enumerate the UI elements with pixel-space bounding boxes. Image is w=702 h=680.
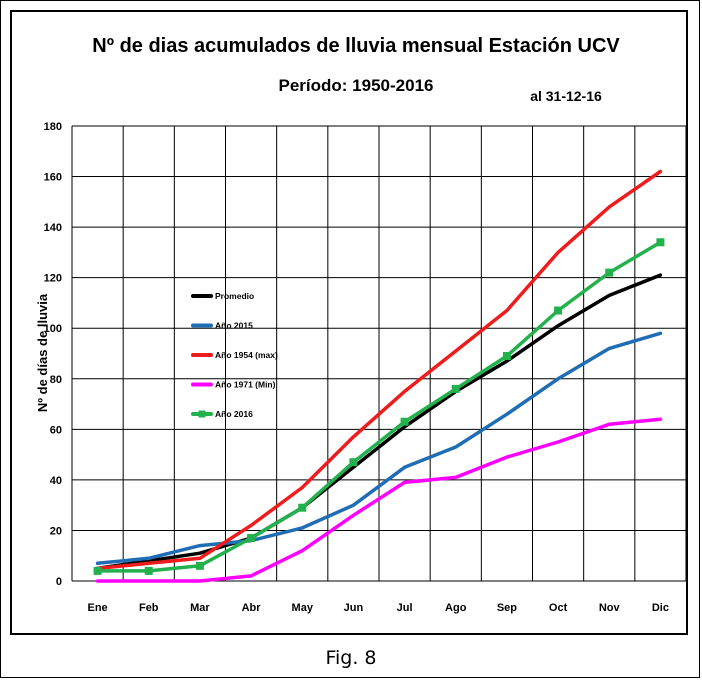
series-point — [195, 561, 204, 570]
y-tick-label: 0 — [56, 576, 62, 588]
chart-frame — [10, 10, 688, 635]
legend-label: Promedio — [215, 291, 254, 301]
y-axis-label: Nº de días de lluvia — [35, 293, 50, 412]
y-tick-label: 120 — [44, 273, 62, 285]
legend-label: Año 1971 (Min) — [215, 380, 276, 390]
x-tick-label: Ago — [445, 602, 467, 614]
series-point — [400, 417, 409, 426]
x-tick-label: Sep — [497, 602, 517, 614]
x-tick-label: Oct — [549, 602, 568, 614]
series-point — [605, 268, 614, 277]
x-tick-label: May — [292, 602, 314, 614]
series-line — [95, 273, 663, 571]
x-tick-label: Jun — [344, 602, 364, 614]
y-tick-label: 20 — [50, 525, 62, 537]
x-tick-label: Feb — [139, 602, 159, 614]
line-chart: Nº de dias acumulados de lluvia mensual … — [35, 35, 687, 614]
legend-marker — [198, 410, 206, 418]
chart-title: Nº de dias acumulados de lluvia mensual … — [92, 35, 620, 57]
x-tick-label: Nov — [599, 602, 621, 614]
gridlines — [71, 125, 687, 582]
legend-label: Año 2016 — [215, 409, 253, 419]
x-tick-label: Jul — [397, 602, 413, 614]
y-tick-label: 160 — [44, 172, 62, 184]
chart-subtitle: Período: 1950-2016 — [279, 76, 434, 95]
axes: 0 20 40 60 80 100 120 140 160 180 Ene Feb Mar Abr May J… — [44, 121, 669, 614]
series-point — [298, 503, 307, 512]
series-point — [247, 534, 256, 543]
y-tick-label: 180 — [44, 121, 62, 133]
series-point — [554, 306, 563, 315]
series-point — [93, 566, 102, 575]
legend: Promedio Año 2015 Año 1954 (max) Año 1971 (… — [191, 291, 278, 419]
legend-label: Año 1954 (max) — [215, 350, 278, 360]
series-point — [144, 566, 153, 575]
legend-label: Año 2015 — [215, 321, 253, 331]
figure-caption: Fig. 8 — [325, 647, 377, 669]
series-line — [95, 331, 663, 566]
y-tick-label: 80 — [50, 374, 62, 386]
series-layer — [93, 169, 665, 583]
y-tick-label: 100 — [44, 323, 62, 335]
series-point — [349, 458, 358, 467]
x-tick-label: Abr — [242, 602, 262, 614]
x-tick-label: Ene — [87, 602, 107, 614]
y-tick-label: 60 — [50, 424, 62, 436]
series-point — [502, 352, 511, 361]
y-tick-label: 140 — [44, 222, 62, 234]
series-line — [95, 169, 663, 571]
series-point — [451, 384, 460, 393]
chart-note: al 31-12-16 — [530, 88, 602, 104]
series-line — [95, 240, 663, 573]
x-tick-label: Mar — [190, 602, 210, 614]
series-line — [95, 417, 663, 583]
x-tick-label: Dic — [652, 602, 669, 614]
series-point — [656, 238, 665, 247]
y-tick-label: 40 — [50, 475, 62, 487]
